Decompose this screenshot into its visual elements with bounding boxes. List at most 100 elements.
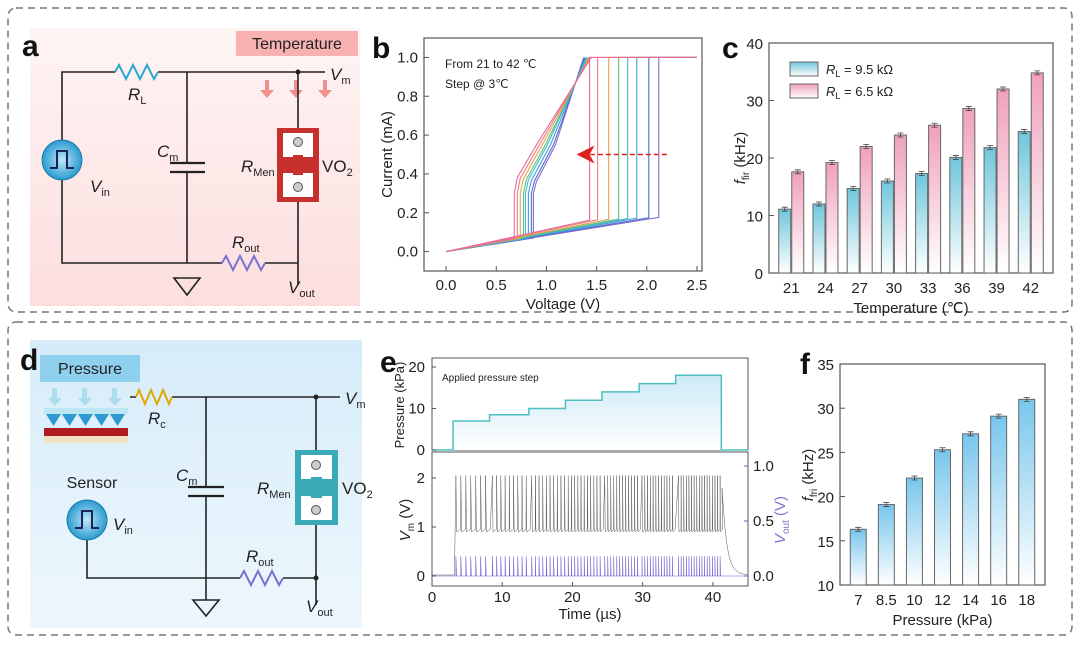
y-tick-label: 0 [417,442,425,459]
y-tick-label: 10 [817,578,834,595]
temperature-box [236,31,358,56]
bar-0-16 [990,415,1008,586]
y-tick-label: 10 [746,209,763,226]
error-bar [863,144,870,149]
y-tick-label: 0.0 [397,244,418,261]
x-axis-label: Voltage (V) [526,296,600,313]
panel-label-d: d [20,344,38,377]
y-tick-label-right: 0.0 [753,568,774,585]
x-tick-label: 1.0 [536,277,557,294]
y-axis-label-vout: Vout (V) [772,496,792,544]
error-bar [815,201,822,207]
error-bar [911,475,918,481]
chart-b-iv-curves: 0.0 0.5 1.0 1.5 2.0 2.5 0.0 0.2 0.4 0.6 0.8 1.0 Volt… [379,37,708,313]
label-Vm: Vm [330,65,351,87]
x-tick-label: 0 [428,589,436,606]
pulse-source-icon [41,139,83,181]
error-bar [995,413,1002,419]
circuit-d: d Pressure Sensor [20,340,373,628]
pressure-label: Pressure [58,361,122,378]
top-panel-frame [7,7,1073,313]
y-tick-label-left: 2 [417,470,425,487]
x-axis-label: Time (µs) [558,606,621,623]
label-RMen: RMen [241,157,275,179]
bar-1-39 [996,88,1010,274]
bar-1-24 [825,162,839,274]
vm-trace [432,475,749,576]
error-bar [939,447,946,453]
annotation-step: Step @ 3℃ [445,77,509,91]
pressure-area [432,375,748,450]
legend-swatch-1 [789,83,819,99]
bar-0-24 [812,203,826,274]
y-tick-label: 0.4 [397,166,418,183]
x-tick-label: 10 [494,589,511,606]
error-bar [967,431,974,437]
x-tick-label: 24 [817,280,834,297]
vo2-device-icon [277,128,319,202]
bar-0-39 [983,147,997,274]
legend-label-0: RL = 9.5 kΩ [826,62,893,79]
bar-1-30 [893,134,907,274]
y-tick-label-left: 0 [417,568,425,585]
plot-frame [423,37,703,272]
voltage-plot-frame [431,451,749,587]
label-Vout: Vout [306,597,333,619]
x-tick-label: 8.5 [876,592,897,609]
label-Vin: Vin [113,515,133,537]
x-tick-label: 0.0 [436,277,457,294]
x-axis-label: Temperature (℃) [853,300,968,317]
x-tick-label: 39 [988,280,1005,297]
bar-0-12 [934,449,951,586]
output-resistor-icon [221,253,266,273]
temperature-label: Temperature [252,36,342,53]
legend-swatch-0 [789,61,819,77]
label-Rc: Rc [148,409,166,431]
y-tick-label: 40 [746,36,763,53]
y-tick-label: 0 [755,266,763,283]
error-bar [918,171,925,176]
x-tick-label: 2.5 [687,277,708,294]
x-tick-label: 12 [934,592,951,609]
sensor-label: Sensor [67,475,118,492]
y-tick-label-right: 0.5 [753,513,774,530]
y-axis-label: ffir (kHz) [732,132,752,185]
circuit-a-wires [61,71,325,297]
label-Vm: Vm [345,389,366,411]
y-tick-label: 10 [408,401,425,418]
panel-label-b: b [372,32,390,65]
legend-label-1: RL = 6.5 kΩ [826,84,893,101]
x-axis-label: Pressure (kPa) [892,612,992,629]
x-tick-label: 42 [1022,280,1039,297]
x-tick-label: 27 [851,280,868,297]
vout-trace [432,556,748,577]
y-axis-label-vm: Vm (V) [397,499,417,542]
chart-f-frequency-vs-pressure: 10 15 20 25 30 35 7 8.5 10 12 14 16 18 Pressure (kPa)… [800,357,1046,629]
y-tick-label: 20 [408,359,425,376]
pressure-step-line [432,374,748,451]
error-bar [952,155,959,160]
bar-1-21 [791,171,805,274]
panel-label-e: e [380,346,397,379]
pressure-box [40,355,140,382]
error-bar [1034,70,1041,76]
sensor-resistor-icon [135,387,173,407]
error-bar [897,132,904,138]
x-tick-label: 40 [705,589,722,606]
panel-label-f: f [800,348,811,381]
bar-0-14 [962,433,980,586]
bar-0-18 [1018,398,1036,586]
error-bar [850,186,857,191]
y-axis-label-pressure: Pressure (kPa) [392,362,407,449]
y-axis-label: ffri (kHz) [800,449,820,502]
x-tick-label: 16 [990,592,1007,609]
label-Rout: Rout [232,233,260,255]
label-Cm: Cm [176,466,197,488]
bar-0-7 [849,528,867,586]
x-tick-label: 14 [962,592,979,609]
bar-1-36 [962,108,976,274]
vo2-device-icon [295,450,338,525]
circuit-a: a Temperature RL Cm RMen VO2 Vin Vm Ro [22,28,360,306]
label-RL: RL [128,85,146,107]
